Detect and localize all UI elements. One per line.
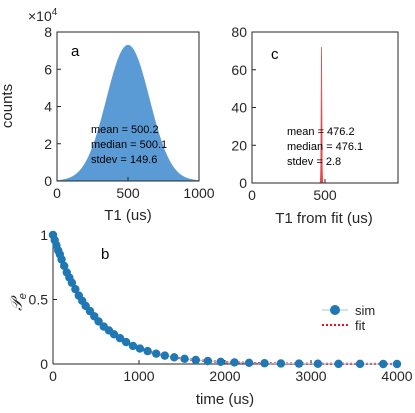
sim-point-27: [170, 353, 179, 362]
sim-point-32: [230, 358, 239, 367]
y-tick-label-c-2: 40: [231, 100, 247, 116]
x-tick-label-a-0: 0: [53, 185, 61, 201]
sim-point-30: [203, 356, 212, 366]
sim-point-37: [313, 359, 323, 368]
x-tick-label-c-1: 500: [313, 187, 337, 203]
legend-sim-label: sim: [355, 303, 375, 318]
sim-point-38: [334, 359, 343, 369]
sim-point-36: [294, 359, 304, 368]
sim-point-33: [244, 358, 254, 368]
y-tick-label-a-2: 4: [44, 99, 52, 115]
exponent-power: 4: [52, 7, 58, 18]
legend-fit-label: fit: [355, 318, 366, 333]
sim-point-22: [128, 341, 138, 351]
x-tick-label-b-0: 0: [49, 368, 57, 384]
stat-mean-c: mean = 476.2: [287, 126, 355, 138]
sim-point-41: [392, 359, 402, 369]
histogram-a-area: [56, 44, 200, 182]
sim-point-19: [109, 330, 119, 339]
panel-a-axes: 0 500 1000 0 2 4 6 8: [44, 24, 215, 201]
y-tick-label-b-2: 1: [40, 227, 48, 243]
stat-median-c: median = 476.1: [287, 141, 363, 153]
legend-sim-marker: [330, 305, 340, 315]
y-tick-label-b-0: 0: [40, 356, 48, 372]
sim-point-39: [355, 359, 365, 369]
sim-point-28: [180, 354, 189, 364]
y-tick-label-c-3: 60: [231, 62, 247, 78]
x-tick-label-b-2: 2000: [209, 368, 240, 384]
y-tick-label-a-0: 0: [44, 173, 52, 189]
panel-c-histogram: 0 500 0 20 40 60 80 c mean = 476.2 median = 47…: [231, 24, 399, 227]
y-axis-label-b: 𝒫e: [9, 293, 29, 311]
x-tick-label-c-0: 0: [248, 187, 256, 203]
x-axis-label-c: T1 from fit (us): [275, 210, 373, 227]
sim-point-40: [379, 359, 388, 369]
y-tick-label-c-0: 0: [239, 175, 247, 191]
sim-point-10: [71, 284, 80, 294]
sim-point-5: [57, 255, 66, 264]
exponent-label: ×104: [28, 7, 58, 24]
panel-a-label: a: [71, 43, 80, 60]
sim-point-9: [67, 278, 77, 287]
panel-b-decay: 0 1000 2000 3000 4000 0 0.5 1 b time (us) 𝒫e si…: [9, 227, 413, 408]
sim-point-26: [160, 351, 169, 360]
sim-markers: [48, 230, 402, 369]
stat-mean-a: mean = 500.2: [91, 124, 159, 136]
y-tick-label-c-4: 80: [231, 24, 247, 40]
x-tick-label-b-1: 1000: [123, 368, 154, 384]
x-tick-label-a-1: 500: [116, 185, 140, 201]
x-tick-label-b-3: 3000: [295, 368, 326, 384]
sim-point-16: [94, 317, 103, 326]
stat-stdev-c: stdev = 2.8: [287, 156, 341, 168]
exponent-base: ×10: [28, 8, 52, 24]
y-axis-label-b-main: 𝒫e: [9, 293, 29, 311]
sim-point-21: [121, 337, 131, 347]
sim-point-20: [115, 334, 125, 343]
sim-point-31: [216, 357, 225, 367]
sim-point-25: [152, 349, 161, 358]
sim-point-24: [143, 346, 152, 356]
y-axis-label-a: counts: [0, 84, 16, 128]
x-axis-label-b: time (us): [196, 391, 254, 408]
sim-point-35: [276, 359, 286, 368]
x-tick-label-b-4: 4000: [381, 368, 412, 384]
sim-point-6: [59, 261, 69, 271]
y-tick-label-a-1: 2: [44, 136, 52, 152]
sim-point-29: [191, 355, 200, 365]
stat-stdev-a: stdev = 149.6: [91, 154, 157, 166]
panel-c-axes: 0 500 0 20 40 60 80: [231, 24, 399, 203]
panel-c-label: c: [271, 46, 279, 63]
y-tick-label-a-3: 6: [44, 61, 52, 77]
legend: sim fit: [318, 298, 398, 350]
x-tick-label-a-2: 1000: [183, 185, 214, 201]
panel-b-label: b: [101, 246, 109, 263]
y-tick-label-c-1: 20: [231, 137, 247, 153]
sim-point-23: [135, 344, 145, 353]
y-tick-label-b-1: 0.5: [29, 292, 49, 308]
sim-point-34: [260, 359, 269, 368]
y-axis-subscript: e: [17, 293, 29, 299]
y-tick-label-a-4: 8: [44, 24, 52, 40]
x-axis-label-a: T1 (us): [104, 207, 152, 224]
stat-median-a: median = 500.1: [91, 139, 167, 151]
